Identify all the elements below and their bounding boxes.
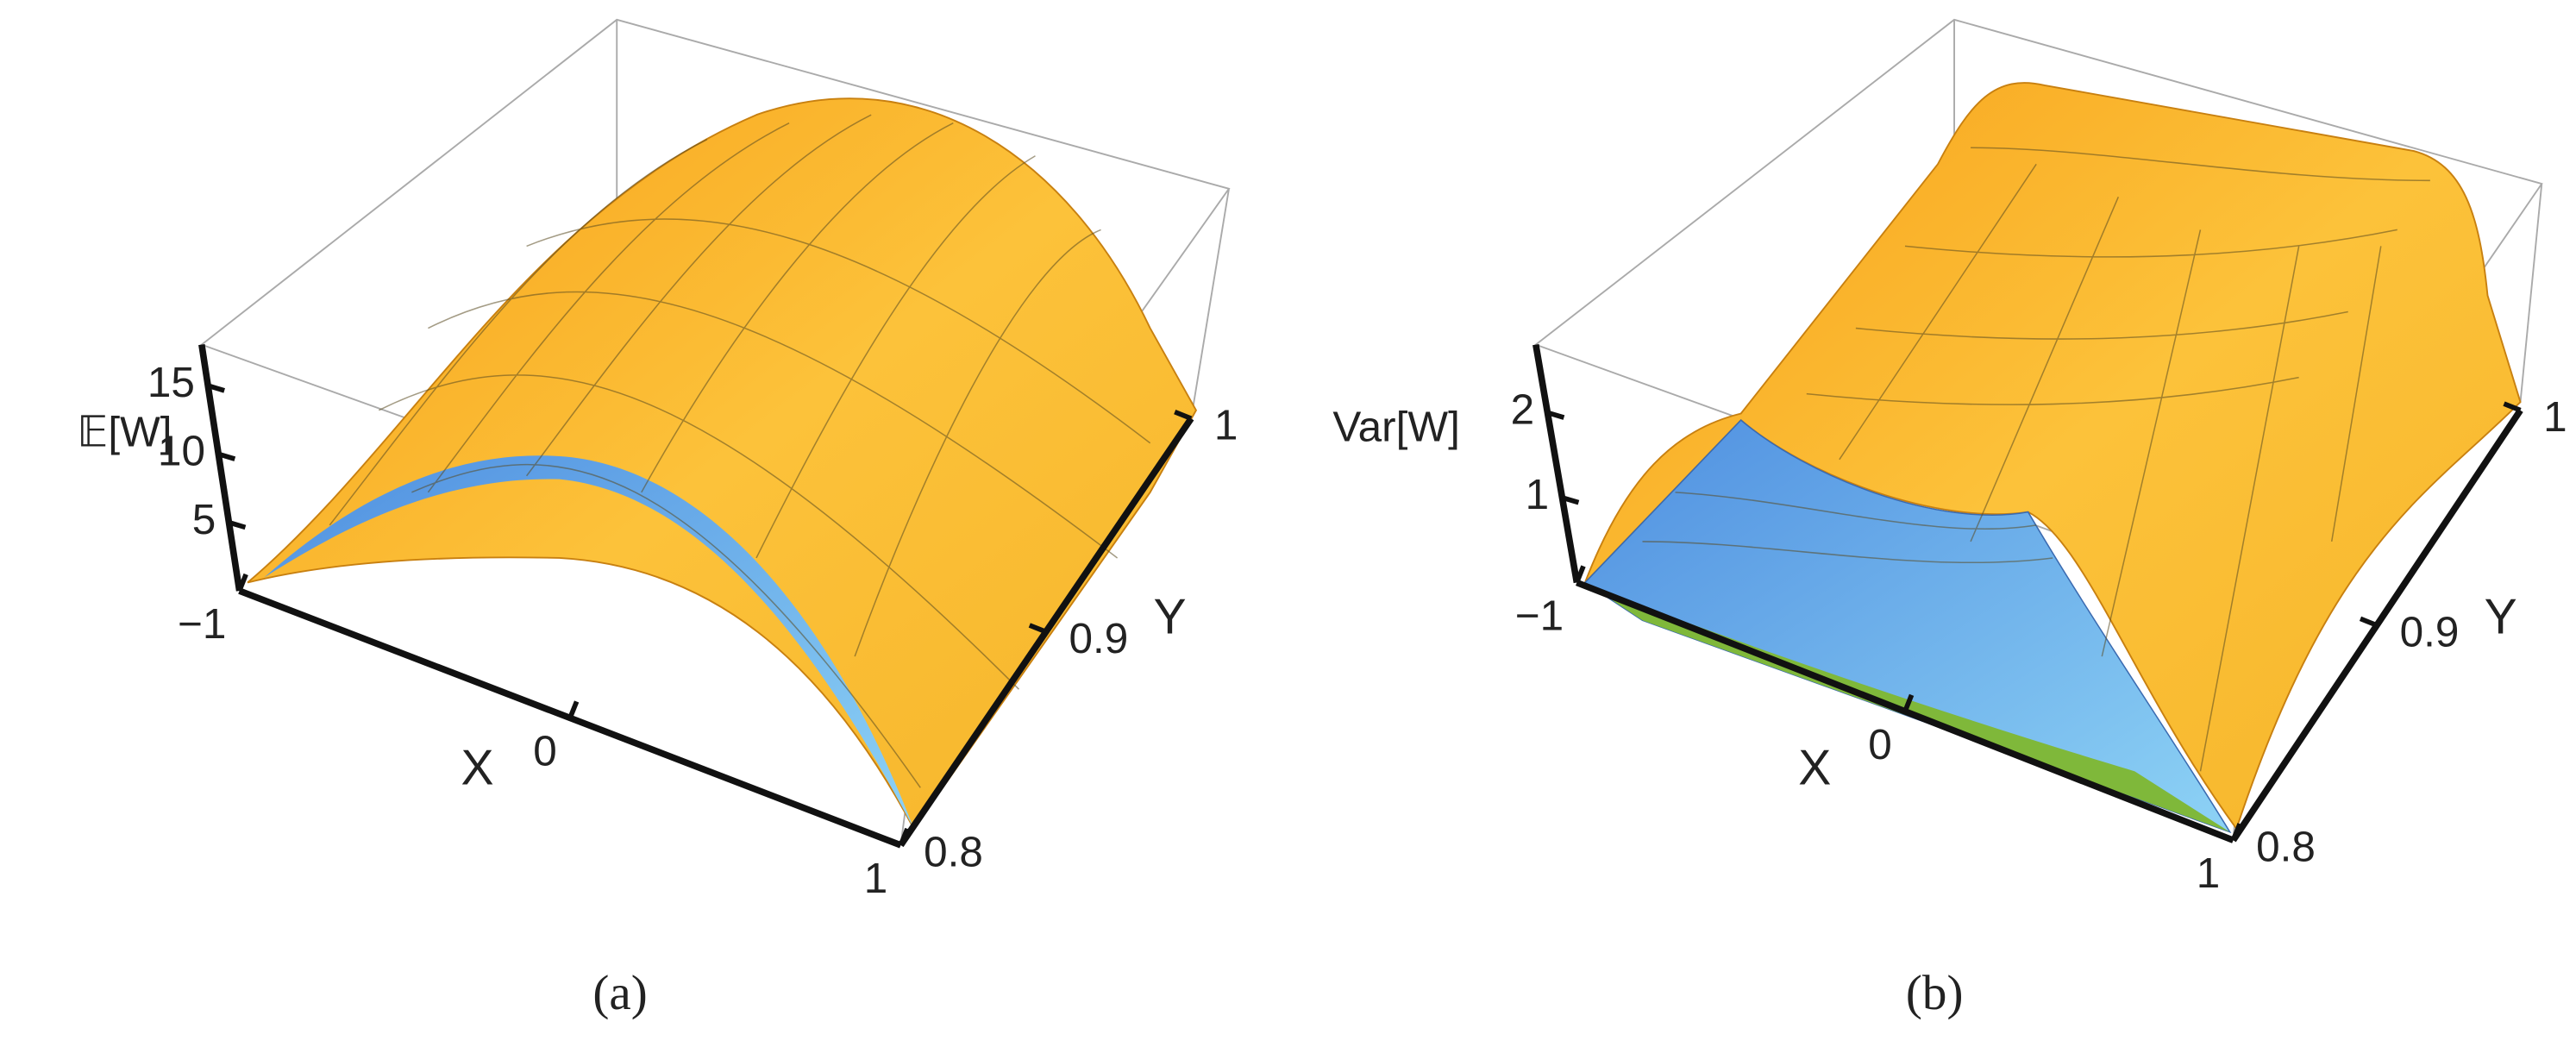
z-tick [1546,410,1565,420]
y-tick [2216,831,2234,843]
z-axis-label: 𝔼[W] [77,408,172,455]
z-tick [228,519,247,530]
box-a [199,18,1231,846]
x-tick-label: 0 [533,727,557,774]
y-tick [2503,401,2522,413]
y-axis-label: Y [2485,589,2517,644]
y-tick-label: 0.9 [1069,615,1128,662]
z-tick-label: 1 [1526,471,1550,518]
y-tick-label: 0.8 [924,828,983,875]
z-tick-label: 10 [158,428,205,475]
z-tick [217,451,236,461]
z-tick-label: 2 [1511,386,1535,433]
z-tick-label: 15 [147,359,195,406]
y-tick [1174,409,1193,421]
y-tick [2359,616,2379,628]
x-tick [1902,693,1915,712]
x-tick [898,827,910,847]
x-tick-label: 1 [864,855,888,902]
x-tick-label: −1 [1515,592,1564,639]
y-tick [1028,623,1047,635]
y-tick [883,836,902,848]
box-b [1533,18,2543,841]
x-tick [567,700,580,719]
x-axis-label: X [1798,740,1831,795]
x-tick-label: −1 [178,600,226,648]
x-tick [236,573,248,592]
z-axis [1532,343,1581,584]
x-tick [2230,823,2242,842]
z-tick [1561,495,1580,505]
x-axis [1576,579,2234,843]
y-tick-label: 1 [1214,402,1238,449]
surface-lower [1583,419,2232,834]
y-tick-label: 1 [2543,393,2567,441]
caption: (a) [592,966,647,1020]
y-tick-label: 0.8 [2256,824,2316,871]
z-axis-label: Var[W] [1332,404,1460,451]
z-tick-label: 5 [192,496,216,543]
y-tick-label: 0.9 [2400,608,2460,655]
surface [247,97,1198,831]
y-axis-label: Y [1153,589,1186,644]
x-tick [1574,565,1586,584]
z-tick [207,383,225,393]
x-tick-label: 1 [2197,850,2221,897]
x-axis-label: X [461,740,493,795]
z-axis [198,344,243,592]
x-tick-label: 0 [1868,721,1892,768]
caption: (b) [1906,966,1964,1020]
